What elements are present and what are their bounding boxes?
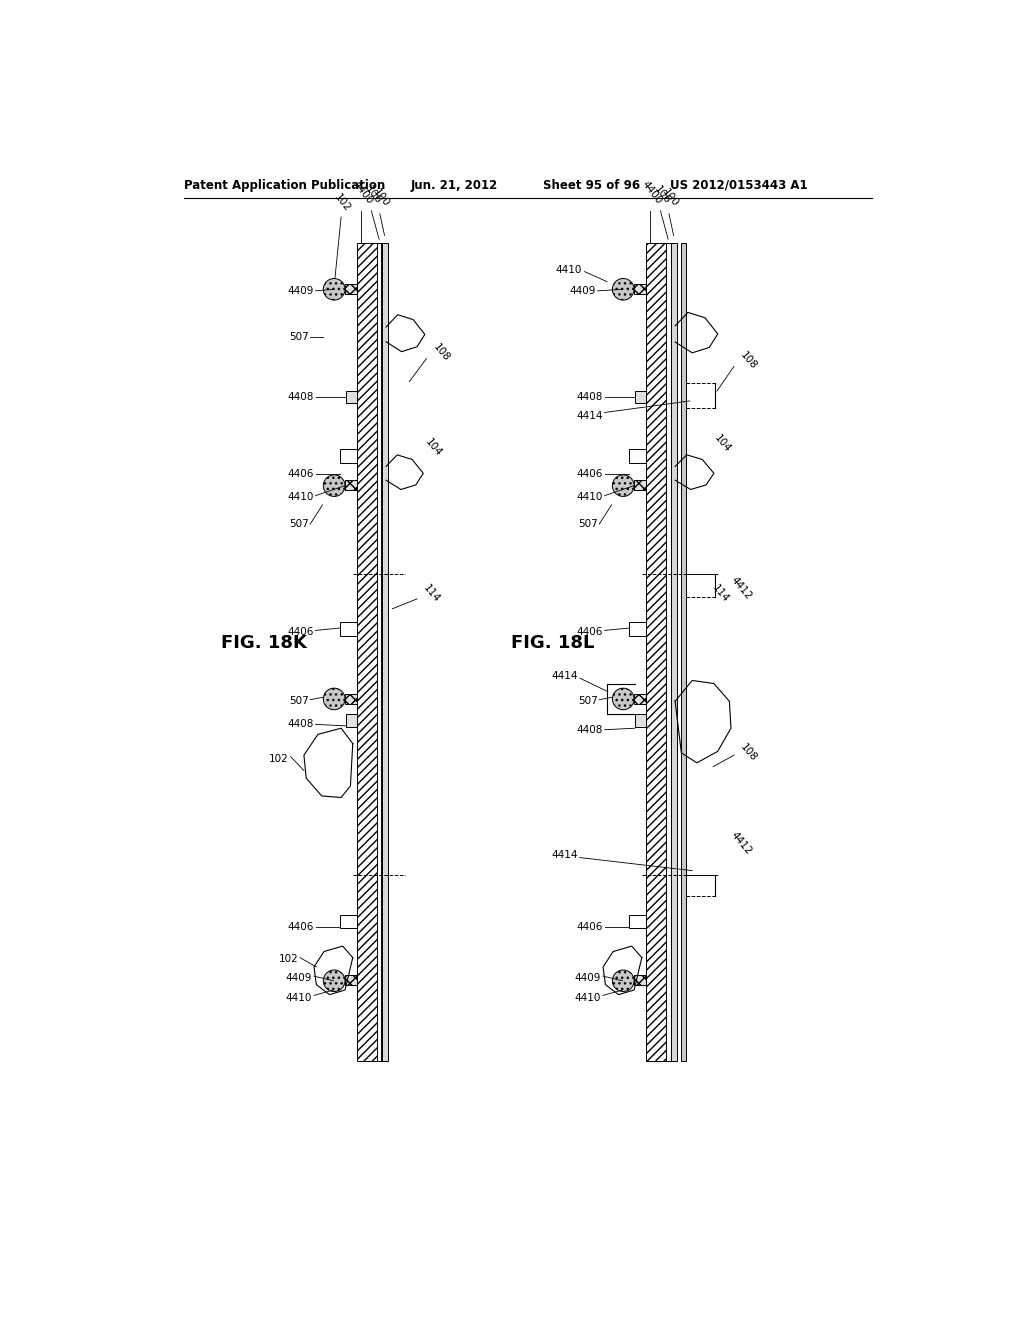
Bar — [681, 243, 686, 1061]
Text: 507: 507 — [289, 519, 308, 529]
Bar — [634, 975, 646, 985]
Text: 4412: 4412 — [729, 574, 754, 602]
Text: 108: 108 — [738, 350, 759, 371]
Text: 4414: 4414 — [551, 671, 578, 681]
Text: 4409: 4409 — [574, 973, 601, 982]
Text: Patent Application Publication: Patent Application Publication — [183, 178, 385, 191]
Text: Jun. 21, 2012: Jun. 21, 2012 — [411, 178, 498, 191]
Bar — [345, 284, 356, 294]
Text: 4408: 4408 — [577, 725, 603, 735]
Text: 507: 507 — [289, 333, 308, 342]
Text: 4409: 4409 — [569, 286, 595, 296]
Text: 4408: 4408 — [288, 392, 314, 403]
Text: 104: 104 — [713, 433, 733, 454]
Bar — [646, 243, 675, 1061]
Circle shape — [612, 970, 634, 991]
Text: 100: 100 — [372, 187, 391, 209]
Circle shape — [324, 688, 345, 710]
Text: 104: 104 — [423, 437, 443, 458]
Text: 4408: 4408 — [577, 392, 603, 403]
Text: 108: 108 — [431, 342, 452, 363]
Bar — [340, 622, 356, 636]
Text: FIG. 18K: FIG. 18K — [221, 635, 306, 652]
Circle shape — [324, 970, 345, 991]
Text: 4414: 4414 — [577, 412, 603, 421]
Text: 507: 507 — [578, 696, 598, 706]
Text: 106: 106 — [652, 185, 672, 206]
Text: 4406: 4406 — [577, 627, 603, 638]
Bar — [356, 243, 386, 1061]
Text: 114: 114 — [710, 582, 730, 605]
Text: 4409: 4409 — [288, 286, 314, 296]
Text: 4412: 4412 — [729, 830, 754, 857]
Text: 4410: 4410 — [574, 993, 601, 1003]
Text: 4406: 4406 — [288, 627, 314, 638]
Circle shape — [612, 279, 634, 300]
Text: 102: 102 — [268, 754, 289, 764]
Text: Sheet 95 of 96: Sheet 95 of 96 — [543, 178, 640, 191]
Text: 4406: 4406 — [288, 921, 314, 932]
Text: 108: 108 — [738, 742, 759, 763]
Text: 4406: 4406 — [577, 921, 603, 932]
Circle shape — [324, 279, 345, 300]
Bar — [345, 693, 356, 704]
Bar — [634, 284, 646, 294]
Bar — [382, 243, 388, 1061]
Text: 4409: 4409 — [286, 973, 311, 982]
Bar — [629, 622, 646, 636]
Circle shape — [612, 688, 634, 710]
Text: 4408: 4408 — [288, 719, 314, 730]
Text: 4410: 4410 — [577, 492, 603, 502]
Bar — [629, 915, 646, 928]
Text: FIG. 18L: FIG. 18L — [511, 635, 594, 652]
Text: 102: 102 — [279, 954, 299, 964]
Text: 4406: 4406 — [577, 469, 603, 479]
Text: 4414: 4414 — [551, 850, 578, 861]
Bar — [345, 480, 356, 490]
Bar — [345, 975, 356, 985]
Bar — [629, 449, 646, 462]
Text: 4406: 4406 — [288, 469, 314, 479]
Bar — [346, 714, 356, 726]
Text: 4400: 4400 — [640, 180, 664, 206]
Text: 100: 100 — [660, 187, 681, 209]
Bar — [346, 391, 356, 404]
Text: US 2012/0153443 A1: US 2012/0153443 A1 — [671, 178, 808, 191]
Bar — [635, 391, 646, 404]
Text: 4400: 4400 — [351, 180, 375, 206]
Bar — [340, 449, 356, 462]
Circle shape — [324, 475, 345, 496]
Text: 4410: 4410 — [288, 492, 314, 502]
Text: 507: 507 — [578, 519, 598, 529]
Text: 114: 114 — [421, 582, 441, 605]
Bar — [634, 480, 646, 490]
Bar — [666, 243, 671, 1061]
Bar — [635, 714, 646, 726]
Bar — [634, 693, 646, 704]
Bar — [377, 243, 381, 1061]
Text: 106: 106 — [362, 185, 383, 206]
Text: 102: 102 — [332, 193, 352, 214]
Circle shape — [612, 475, 634, 496]
Text: 507: 507 — [289, 696, 308, 706]
Text: 4410: 4410 — [556, 265, 583, 275]
Text: 4410: 4410 — [286, 993, 311, 1003]
Bar — [672, 243, 677, 1061]
Bar — [340, 915, 356, 928]
